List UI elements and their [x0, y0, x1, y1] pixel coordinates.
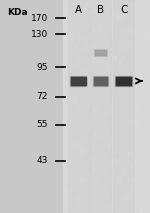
- Bar: [95, 50, 106, 55]
- Bar: [116, 77, 131, 85]
- Bar: [94, 77, 107, 85]
- Text: 72: 72: [37, 92, 48, 101]
- Bar: [93, 76, 108, 86]
- Bar: [68, 0, 88, 213]
- Text: 55: 55: [36, 120, 48, 129]
- Bar: [116, 76, 132, 86]
- Bar: [70, 77, 86, 85]
- Text: 43: 43: [37, 156, 48, 165]
- Text: C: C: [120, 5, 127, 15]
- Text: 95: 95: [36, 63, 48, 72]
- Text: B: B: [97, 5, 104, 15]
- Text: 130: 130: [31, 30, 48, 39]
- Text: A: A: [74, 5, 82, 15]
- Bar: [70, 76, 86, 86]
- Text: 170: 170: [31, 14, 48, 23]
- Bar: [63, 0, 150, 213]
- Bar: [90, 0, 111, 213]
- Bar: [113, 0, 134, 213]
- Bar: [94, 49, 107, 56]
- Text: KDa: KDa: [8, 8, 28, 17]
